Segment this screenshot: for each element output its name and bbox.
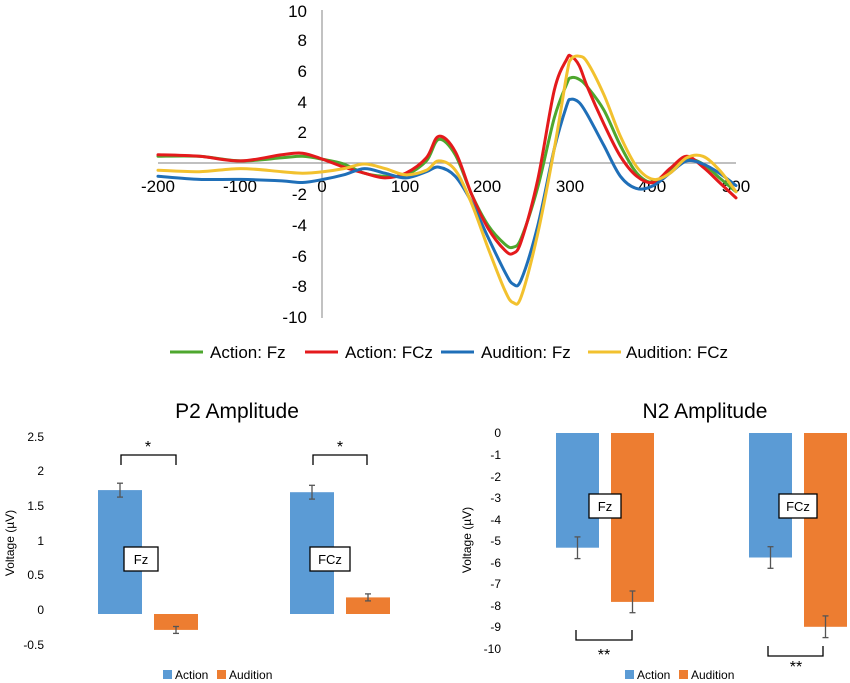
legend-label: Audition: FCz xyxy=(626,343,728,362)
x-tick-label: -100 xyxy=(223,177,257,196)
group-label-box xyxy=(123,546,159,572)
x-tick-label: 0 xyxy=(317,177,326,196)
y-tick-label: -2 xyxy=(490,470,501,484)
bar-audition-fcz xyxy=(346,597,390,614)
y-tick-label: -10 xyxy=(282,308,307,327)
legend-label: Audition: Fz xyxy=(481,343,571,362)
error-bar xyxy=(365,593,371,602)
error-bar xyxy=(629,590,636,614)
line-legend: Action: Fz Action: FCz Audition: Fz Audi… xyxy=(170,343,728,362)
y-tick-label: 0 xyxy=(37,603,44,617)
significance-marker: ** xyxy=(598,647,610,664)
error-bar xyxy=(822,615,829,639)
y-tick-label: 0 xyxy=(494,426,501,440)
x-tick-label: 200 xyxy=(473,177,501,196)
y-tick-label: -6 xyxy=(292,247,307,266)
y-tick-label: -7 xyxy=(490,577,501,591)
y-tick-label: -6 xyxy=(490,556,501,570)
significance-bracket xyxy=(120,454,177,465)
y-tick-label: 1 xyxy=(37,534,44,548)
y-tick-label: -9 xyxy=(490,620,501,634)
erp-line-chart: -200 -100 0 100 200 300 400 500 10 8 6 4… xyxy=(141,2,750,362)
error-bar xyxy=(117,482,123,498)
legend-swatch-audition xyxy=(679,670,688,679)
erp-series-lines xyxy=(156,53,738,306)
x-tick-label: 300 xyxy=(556,177,584,196)
n2-bars xyxy=(556,433,847,639)
y-tick-label: -1 xyxy=(490,448,501,462)
bar-legend: Action Audition xyxy=(163,668,272,682)
series-line-audition-fcz xyxy=(156,54,738,306)
y-axis-label: Voltage (µV) xyxy=(460,507,474,573)
significance-marker: ** xyxy=(790,659,802,676)
y-tick-label: -4 xyxy=(490,513,501,527)
group-label-box xyxy=(309,546,351,572)
y-tick-label: 8 xyxy=(298,31,307,50)
legend-label: Audition xyxy=(229,668,272,682)
legend-label: Action: FCz xyxy=(345,343,433,362)
y-tick-label: -3 xyxy=(490,491,501,505)
y-tick-label: -10 xyxy=(484,642,502,656)
y-tick-label: -0.5 xyxy=(23,638,44,652)
y-tick-label: 6 xyxy=(298,62,307,81)
series-line-action-fcz xyxy=(156,53,738,256)
legend-label: Action: Fz xyxy=(210,343,286,362)
y-tick-label: 0.5 xyxy=(27,568,44,582)
legend-swatch-action xyxy=(625,670,634,679)
legend-swatch-audition xyxy=(217,670,226,679)
group-label: Fz xyxy=(134,552,148,567)
y-tick-label: -2 xyxy=(292,185,307,204)
y-tick-label: 1.5 xyxy=(27,499,44,513)
legend-label: Action xyxy=(637,668,670,682)
x-tick-label: -200 xyxy=(141,177,175,196)
group-label-box xyxy=(588,493,622,519)
chart-title: P2 Amplitude xyxy=(175,400,299,423)
significance-marker: * xyxy=(337,439,343,456)
y-tick-label: -4 xyxy=(292,216,307,235)
significance-bracket xyxy=(767,646,824,657)
group-label: FCz xyxy=(786,499,810,514)
error-bar xyxy=(309,484,315,500)
error-bar xyxy=(767,546,774,569)
bar-audition-fz xyxy=(154,614,198,630)
y-tick-label: 2 xyxy=(37,464,44,478)
bar-action-fz xyxy=(556,433,599,548)
p2-bar-chart: P2 Amplitude Voltage (µV) 2.5 2 1.5 1 0.… xyxy=(3,400,390,682)
error-bar xyxy=(173,625,179,635)
legend-label: Audition xyxy=(691,668,734,682)
legend-swatch-action xyxy=(163,670,172,679)
y-tick-label: 2 xyxy=(298,123,307,142)
y-tick-label: -8 xyxy=(292,277,307,296)
legend-label: Action xyxy=(175,668,208,682)
error-bar xyxy=(574,536,581,560)
p2-bars xyxy=(98,482,390,635)
n2-bar-chart: N2 Amplitude Voltage (µV) 0 -1 -2 -3 -4 … xyxy=(460,400,847,682)
group-label: Fz xyxy=(598,499,612,514)
y-tick-label: 10 xyxy=(288,2,307,21)
significance-marker: * xyxy=(145,439,151,456)
y-tick-label: -8 xyxy=(490,599,501,613)
y-tick-label: 4 xyxy=(298,93,307,112)
significance-bracket xyxy=(312,454,368,465)
significance-bracket xyxy=(575,630,633,641)
group-label: FCz xyxy=(318,552,342,567)
x-tick-label: 100 xyxy=(391,177,419,196)
y-tick-label: -5 xyxy=(490,534,501,548)
chart-title: N2 Amplitude xyxy=(643,400,768,423)
bar-legend: Action Audition xyxy=(625,668,734,682)
group-label-box xyxy=(778,493,818,519)
y-tick-label: 2.5 xyxy=(27,430,44,444)
bar-audition-fcz xyxy=(804,433,847,627)
series-line-audition-fz xyxy=(156,97,738,288)
y-axis-label: Voltage (µV) xyxy=(3,510,17,576)
